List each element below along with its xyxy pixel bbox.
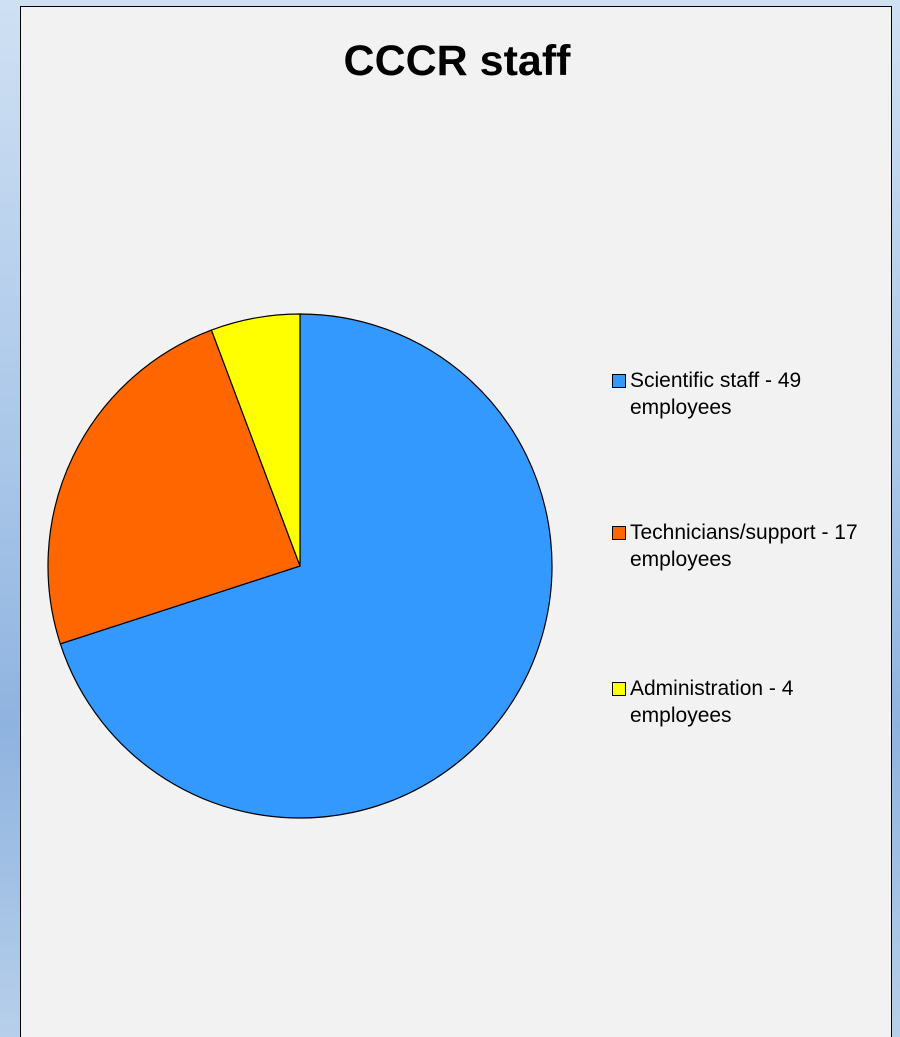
legend-swatch-1 bbox=[612, 526, 626, 540]
legend-label-0: Scientific staff - 49 employees bbox=[630, 369, 802, 419]
legend-item-0: Scientific staff - 49 employees bbox=[612, 367, 892, 421]
legend-label-1: Technicians/support - 17 employees bbox=[630, 521, 858, 571]
chart-title: CCCR staff bbox=[343, 37, 571, 85]
chart-panel: CCCR staff Scientific staff - 49 employe… bbox=[20, 6, 892, 1037]
legend-swatch-2 bbox=[612, 682, 626, 696]
legend-label-2: Administration - 4 employees bbox=[630, 677, 794, 727]
pie-chart bbox=[47, 313, 553, 819]
pie-slice-2 bbox=[210, 313, 301, 567]
pie-slice-1 bbox=[47, 329, 301, 645]
legend-item-1: Technicians/support - 17 employees bbox=[612, 519, 892, 573]
legend-item-2: Administration - 4 employees bbox=[612, 675, 892, 729]
pie-slice-0 bbox=[59, 313, 553, 819]
legend-swatch-0 bbox=[612, 374, 626, 388]
